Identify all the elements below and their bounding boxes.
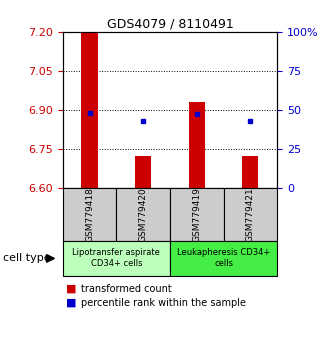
Bar <box>170 188 224 241</box>
Bar <box>170 241 277 276</box>
Bar <box>63 188 116 241</box>
Text: GSM779420: GSM779420 <box>139 187 148 241</box>
Text: GSM779421: GSM779421 <box>246 187 255 241</box>
Bar <box>135 156 151 188</box>
Title: GDS4079 / 8110491: GDS4079 / 8110491 <box>107 18 233 31</box>
Text: GSM779418: GSM779418 <box>85 187 94 242</box>
Text: ■: ■ <box>66 284 77 293</box>
Text: GSM779419: GSM779419 <box>192 187 201 242</box>
Bar <box>63 241 170 276</box>
Bar <box>242 156 258 188</box>
Text: Lipotransfer aspirate
CD34+ cells: Lipotransfer aspirate CD34+ cells <box>72 249 160 268</box>
Text: percentile rank within the sample: percentile rank within the sample <box>81 298 246 308</box>
Bar <box>82 32 98 188</box>
Text: transformed count: transformed count <box>81 284 172 293</box>
Bar <box>116 188 170 241</box>
Text: cell type: cell type <box>3 253 51 263</box>
Bar <box>223 188 277 241</box>
Text: ■: ■ <box>66 298 77 308</box>
Bar <box>189 102 205 188</box>
Text: Leukapheresis CD34+
cells: Leukapheresis CD34+ cells <box>177 249 270 268</box>
